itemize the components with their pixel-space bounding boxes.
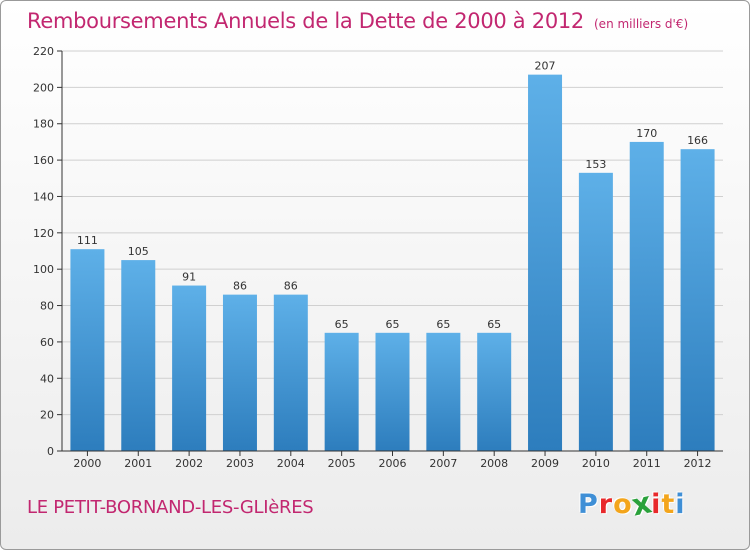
x-tick-label: 2008 (480, 457, 508, 470)
x-tick-label: 2002 (175, 457, 203, 470)
x-tick-label: 2000 (73, 457, 101, 470)
chart-title-text: Remboursements Annuels de la Dette de 20… (27, 9, 584, 33)
chart-title: Remboursements Annuels de la Dette de 20… (27, 9, 688, 33)
x-tick-label: 2006 (379, 457, 407, 470)
data-label: 65 (386, 318, 400, 331)
bar-2004 (273, 294, 308, 451)
bar-2010 (578, 172, 613, 451)
bar-2009 (528, 74, 563, 452)
bar-2007 (426, 332, 461, 451)
data-label: 111 (77, 234, 98, 247)
data-label: 86 (284, 280, 298, 293)
x-tick-label: 2010 (582, 457, 610, 470)
data-label: 65 (335, 318, 349, 331)
data-label: 86 (233, 280, 247, 293)
y-tick-label: 40 (40, 372, 54, 385)
y-tick-label: 160 (33, 154, 54, 167)
x-tick-label: 2001 (124, 457, 152, 470)
logo-letter: i (651, 489, 662, 520)
data-label: 166 (687, 134, 708, 147)
bar-2001 (121, 260, 156, 451)
data-label: 91 (182, 271, 196, 284)
bar-2003 (222, 294, 257, 451)
y-tick-label: 80 (40, 300, 54, 313)
y-tick-label: 100 (33, 263, 54, 276)
bar-2002 (172, 285, 207, 451)
data-label: 65 (436, 318, 450, 331)
bar-2011 (629, 141, 664, 451)
y-tick-label: 60 (40, 336, 54, 349)
proxiti-logo: Proxiti (578, 486, 686, 524)
x-tick-label: 2011 (633, 457, 661, 470)
data-label: 105 (128, 245, 149, 258)
bar-2008 (477, 332, 512, 451)
data-label: 170 (636, 127, 657, 140)
y-tick-label: 220 (33, 45, 54, 58)
bar-2005 (324, 332, 359, 451)
logo-letter: i (675, 489, 686, 520)
y-tick-label: 0 (47, 445, 54, 458)
y-tick-label: 120 (33, 227, 54, 240)
y-tick-label: 200 (33, 81, 54, 94)
chart-unit: (en milliers d'€) (594, 17, 689, 31)
logo-letter: P (578, 489, 599, 520)
logo-letter: t (661, 489, 676, 520)
x-tick-label: 2012 (684, 457, 712, 470)
bar-2000 (70, 249, 105, 451)
bar-2006 (375, 332, 410, 451)
x-tick-label: 2007 (429, 457, 457, 470)
x-tick-label: 2009 (531, 457, 559, 470)
y-tick-label: 20 (40, 409, 54, 422)
y-tick-label: 140 (33, 190, 54, 203)
logo-letter: o (613, 489, 633, 520)
logo-letter: r (598, 489, 614, 520)
x-tick-label: 2004 (277, 457, 305, 470)
data-label: 153 (585, 158, 606, 171)
commune-name: LE PETIT-BORNAND-LES-GLIèRES (27, 497, 314, 518)
bar-2012 (680, 149, 715, 451)
data-label: 65 (487, 318, 501, 331)
x-tick-label: 2003 (226, 457, 254, 470)
data-label: 207 (535, 60, 556, 73)
y-tick-label: 180 (33, 118, 54, 131)
x-tick-label: 2005 (328, 457, 356, 470)
